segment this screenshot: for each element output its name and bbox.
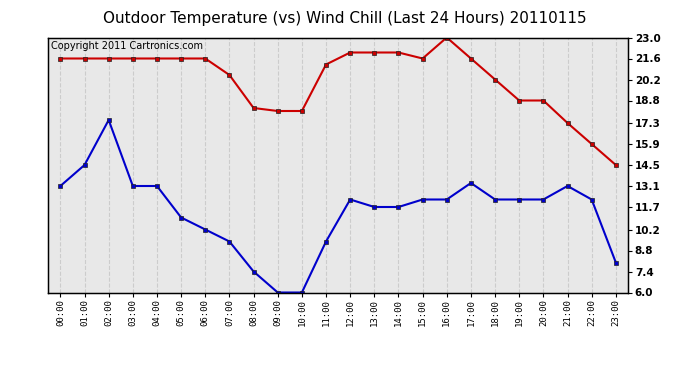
Text: Outdoor Temperature (vs) Wind Chill (Last 24 Hours) 20110115: Outdoor Temperature (vs) Wind Chill (Las… — [104, 11, 586, 26]
Text: Copyright 2011 Cartronics.com: Copyright 2011 Cartronics.com — [51, 41, 203, 51]
